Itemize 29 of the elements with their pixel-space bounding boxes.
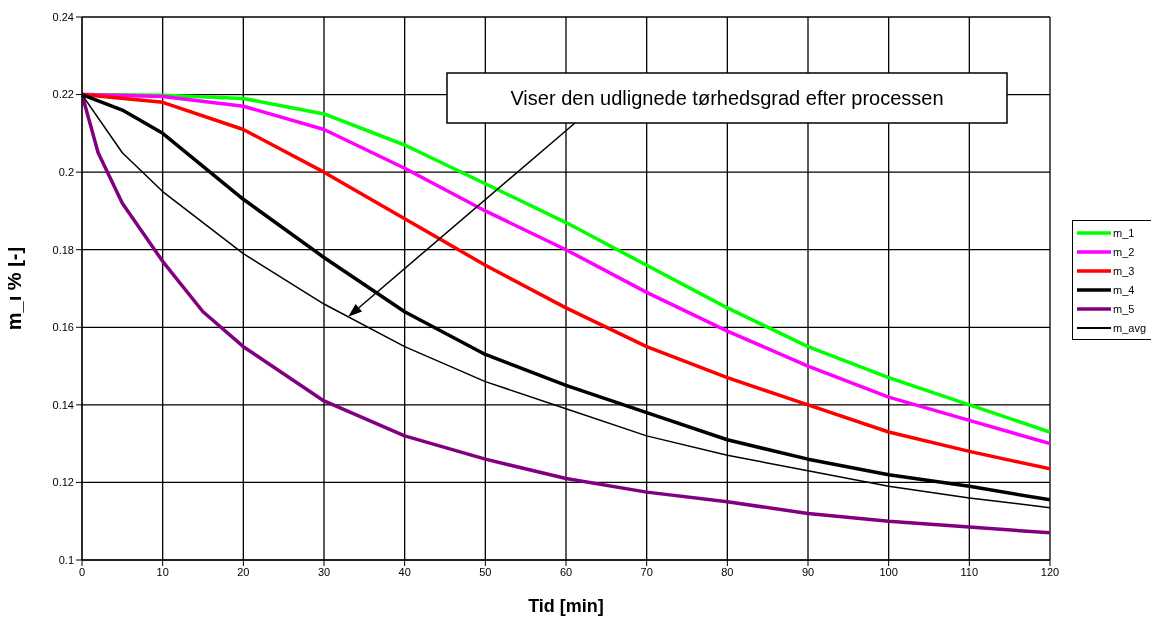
y-tick-label: 0.2 [58, 166, 74, 179]
x-tick-label: 30 [317, 565, 331, 578]
legend-label: m_3 [1113, 264, 1135, 277]
x-tick-label: 110 [960, 565, 979, 578]
y-tick-label: 0.24 [52, 10, 74, 23]
y-tick-label: 0.22 [52, 88, 74, 101]
y-tick-label: 0.16 [52, 321, 74, 334]
x-tick-label: 50 [479, 565, 492, 578]
x-tick-label: 40 [398, 565, 411, 578]
y-tick-label: 0.12 [52, 476, 74, 489]
legend-label: m_avg [1113, 321, 1147, 334]
x-tick-label: 0 [78, 565, 86, 578]
x-tick-label: 120 [1040, 565, 1060, 578]
x-tick-label: 80 [721, 565, 734, 578]
x-tick-label: 10 [156, 565, 169, 578]
legend-label: m_2 [1113, 245, 1135, 258]
x-tick-label: 90 [801, 565, 815, 578]
x-tick-label: 100 [879, 565, 898, 578]
y-tick-label: 0.1 [58, 553, 74, 566]
y-tick-label: 0.14 [52, 398, 74, 411]
x-axis-title: Tid [min] [528, 596, 604, 616]
legend-label: m_1 [1113, 226, 1135, 239]
annotation: Viser den udlignede tørhedsgrad efter processen [510, 87, 944, 109]
legend-label: m_4 [1113, 283, 1135, 296]
x-tick-label: 20 [237, 565, 250, 578]
legend-label: m_5 [1113, 302, 1135, 315]
y-tick-label: 0.18 [52, 243, 74, 256]
x-tick-label: 70 [640, 565, 653, 578]
x-tick-label: 60 [559, 565, 573, 578]
